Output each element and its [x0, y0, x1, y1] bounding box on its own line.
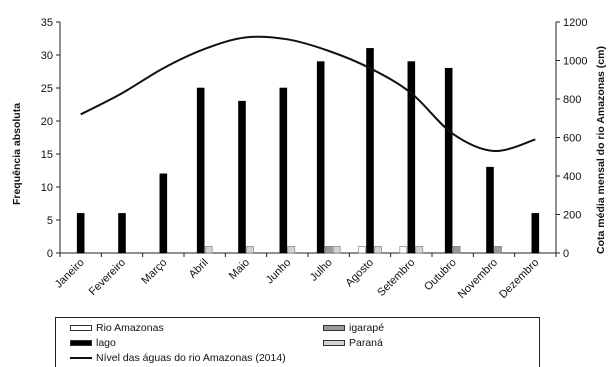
legend-item-parana: Paraná — [323, 337, 383, 349]
x-tick-label-novembro: Novembro — [456, 257, 500, 301]
bar-parana-julho — [332, 246, 341, 254]
bar-lago-maio — [238, 100, 246, 254]
bar-lago-janeiro — [76, 213, 85, 254]
bar-parana-maio — [246, 246, 254, 254]
y-axis-title-left: Frequência absoluta — [11, 103, 23, 205]
x-tick-label-marco: Março — [139, 257, 169, 287]
y-tick-label-right: 1200 — [563, 17, 587, 29]
y-tick-label-left: 0 — [47, 248, 53, 260]
legend: Rio Amazonas igarapé lago Paraná Nível d… — [55, 317, 540, 367]
legend-item-nivel-aguas: Nível das águas do rio Amazonas (2014) — [70, 352, 286, 364]
plot-area: 0 5 10 15 20 25 30 35 0 200 400 600 800 1000 1200 Janei… — [41, 17, 588, 301]
legend-label-rio-amazonas: Rio Amazonas — [96, 322, 164, 334]
bar-igarape-julho — [324, 246, 333, 254]
y-tick-label-right: 1000 — [563, 56, 587, 68]
legend-swatch-igarape — [323, 325, 345, 331]
y-tick-label-left: 5 — [47, 215, 53, 227]
legend-item-lago: lago — [70, 337, 116, 349]
legend-label-igarape: igarapé — [349, 322, 385, 334]
legend-label-nivel-aguas: Nível das águas do rio Amazonas (2014) — [96, 352, 286, 364]
x-tick-label-janeiro: Janeiro — [53, 257, 87, 291]
bar-lago-abril — [196, 87, 205, 254]
legend-swatch-parana — [323, 340, 345, 346]
x-tick-label-maio: Maio — [227, 257, 252, 282]
bar-rio-amazonas-agosto — [358, 246, 366, 254]
y-tick-label-right: 600 — [563, 133, 581, 145]
x-tick-label-abril: Abril — [187, 257, 211, 281]
bar-lago-outubro — [444, 67, 453, 254]
y-axis-title-right: Cota média mensal do rio Amazonas (cm) — [595, 46, 607, 254]
x-tick-label-dezembro: Dezembro — [497, 257, 541, 301]
bar-parana-agosto — [374, 246, 382, 254]
bar-parana-abril — [204, 246, 213, 254]
y-tick-label-left: 25 — [41, 83, 53, 95]
legend-swatch-lago — [70, 340, 92, 346]
legend-item-rio-amazonas: Rio Amazonas — [70, 322, 164, 334]
bar-lago-fevereiro — [118, 213, 126, 254]
legend-line-nivel-aguas — [70, 357, 92, 359]
bar-lago-novembro — [486, 166, 494, 254]
y-tick-label-left: 10 — [41, 182, 53, 194]
y-tick-label-right: 400 — [563, 171, 581, 183]
line-series-nivel-aguas — [80, 35, 536, 152]
bar-lago-junho — [279, 87, 288, 254]
legend-swatch-rio-amazonas — [70, 325, 92, 331]
legend-label-parana: Paraná — [349, 337, 383, 349]
y-tick-label-left: 30 — [41, 50, 53, 62]
bar-lago-julho — [316, 61, 325, 254]
y-tick-label-right: 800 — [563, 94, 581, 106]
x-tick-label-outubro: Outubro — [422, 257, 459, 294]
x-tick-label-setembro: Setembro — [375, 257, 417, 299]
y-tick-label-right: 0 — [563, 248, 569, 260]
x-tick-label-fevereiro: Fevereiro — [87, 257, 128, 298]
bar-lago-agosto — [366, 48, 374, 254]
y-tick-label-left: 20 — [41, 116, 53, 128]
bar-lago-setembro — [407, 61, 416, 254]
bar-parana-junho — [287, 246, 296, 254]
bar-lago-dezembro — [531, 213, 540, 254]
chart: 0 5 10 15 20 25 30 35 0 200 400 600 800 1000 1200 Janei… — [11, 17, 607, 301]
x-tick-label-julho: Julho — [308, 257, 335, 284]
y-tick-label-right: 200 — [563, 210, 581, 222]
bar-igarape-novembro — [494, 246, 502, 254]
y-tick-label-left: 15 — [41, 149, 53, 161]
x-tick-label-agosto: Agosto — [343, 257, 376, 290]
bar-rio-amazonas-setembro — [399, 246, 408, 254]
bar-lago-marco — [159, 173, 168, 254]
bar-igarape-outubro — [452, 246, 461, 254]
legend-label-lago: lago — [96, 337, 116, 349]
y-tick-label-left: 35 — [41, 17, 53, 29]
legend-item-igarape: igarapé — [323, 322, 384, 334]
bar-parana-setembro — [415, 246, 424, 254]
x-tick-label-junho: Junho — [264, 257, 294, 287]
